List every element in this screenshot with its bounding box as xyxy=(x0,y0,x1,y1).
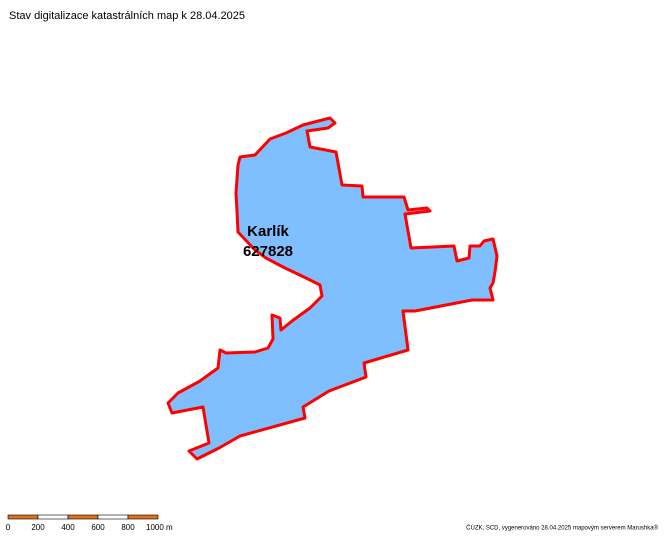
scale-label: 400 xyxy=(61,523,75,532)
map-title: Stav digitalizace katastrálních map k 28… xyxy=(9,10,245,22)
scale-label: 200 xyxy=(31,523,45,532)
credit: ČÚZK, SCD, vygenerováno 28.04.2025 mapov… xyxy=(466,525,658,532)
scale-segment xyxy=(97,514,129,520)
scale-label: 1000 m xyxy=(146,523,173,532)
area-code: 627828 xyxy=(243,243,293,260)
scale-label: 600 xyxy=(91,523,105,532)
area-name: Karlík xyxy=(247,223,289,240)
scale-segment xyxy=(127,514,159,520)
scale-segment xyxy=(7,514,39,520)
scale-segment xyxy=(37,514,69,520)
scale-label: 0 xyxy=(6,523,11,532)
scale-label: 800 xyxy=(121,523,135,532)
cadastral-area xyxy=(166,116,499,461)
scale-bar xyxy=(7,514,159,520)
scale-segment xyxy=(67,514,99,520)
